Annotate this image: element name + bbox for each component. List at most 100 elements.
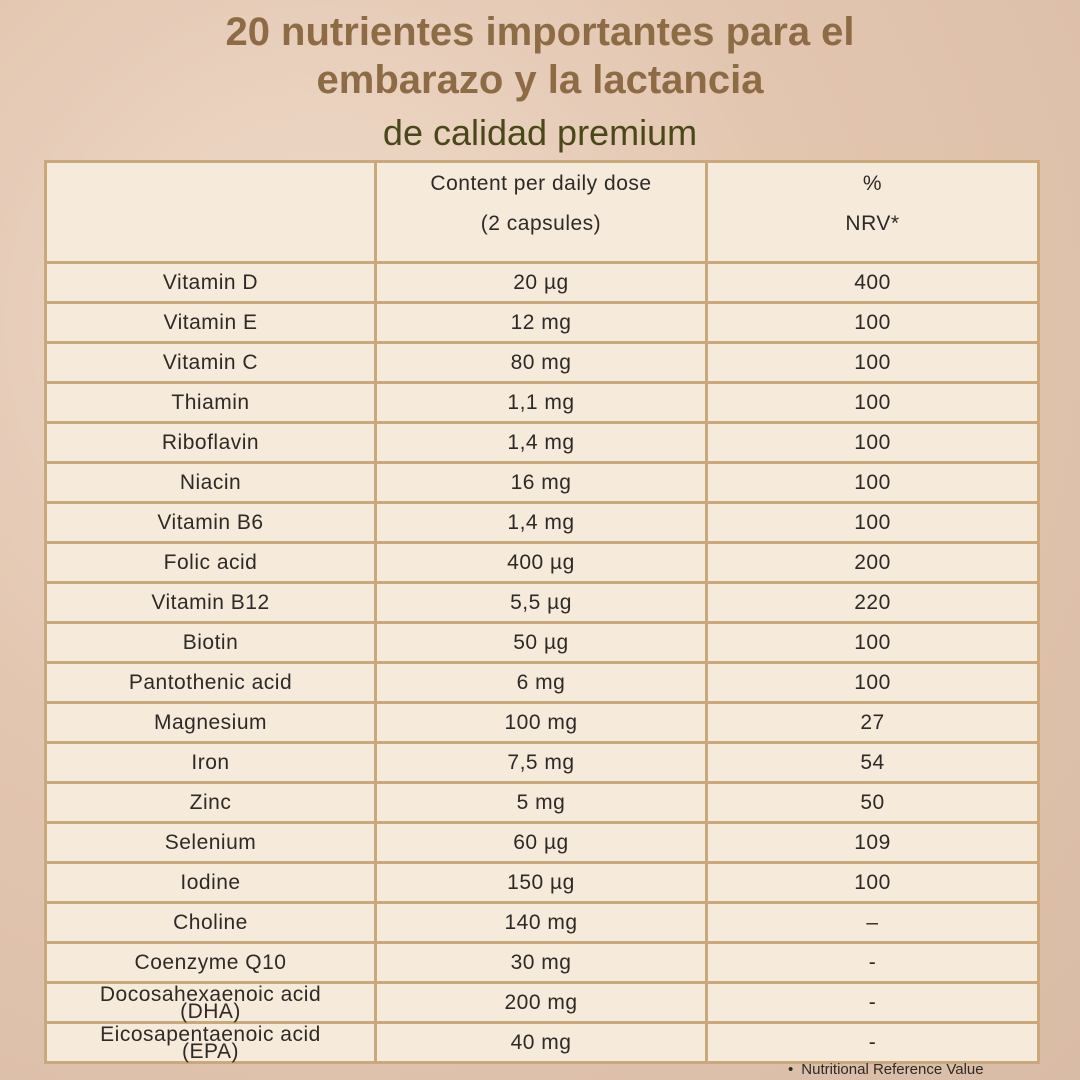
cell-text: Thiamin	[171, 391, 250, 414]
table-cell: 150 µg	[374, 861, 708, 904]
table-cell: 100	[705, 381, 1040, 424]
table-cell: 100 mg	[374, 701, 708, 744]
table-cell: Biotin	[44, 621, 377, 664]
table-row: Biotin 50 µg 100	[44, 621, 1040, 664]
cell-text: Coenzyme Q10	[134, 951, 287, 974]
table-cell: 40 mg	[374, 1021, 708, 1064]
cell-text: Vitamin E	[163, 311, 258, 334]
table-cell: Thiamin	[44, 381, 377, 424]
table-cell: Iodine	[44, 861, 377, 904]
table-cell: Vitamin E	[44, 301, 377, 344]
table-row: Iodine 150 µg 100	[44, 861, 1040, 904]
cell-text: 5,5 µg	[510, 590, 572, 614]
table-cell: 140 mg	[374, 901, 708, 944]
table-cell: Docosahexaenoic acid (DHA)	[44, 981, 377, 1024]
cell-text: 6 mg	[516, 670, 566, 694]
cell-text: 100	[854, 310, 891, 334]
table-cell: 1,4 mg	[374, 501, 708, 544]
cell-text: Docosahexaenoic acid (DHA)	[99, 982, 322, 1023]
table-cell: Selenium	[44, 821, 377, 864]
table-row: Vitamin B12 5,5 µg 220	[44, 581, 1040, 624]
cell-text: 220	[854, 590, 891, 614]
cell-text: -	[868, 950, 877, 974]
table-cell: 5,5 µg	[374, 581, 708, 624]
cell-text: 100	[854, 350, 891, 374]
header-row: Content per daily dose (2 capsules)% NRV*	[44, 160, 1040, 264]
table-cell: 54	[705, 741, 1040, 784]
table-cell: Zinc	[44, 781, 377, 824]
table-cell: Riboflavin	[44, 421, 377, 464]
cell-text: 7,5 mg	[507, 750, 575, 774]
table-cell: Pantothenic acid	[44, 661, 377, 704]
table-row: Pantothenic acid 6 mg 100	[44, 661, 1040, 704]
table-cell: 12 mg	[374, 301, 708, 344]
table-cell: 200	[705, 541, 1040, 584]
table-cell: 7,5 mg	[374, 741, 708, 784]
header-text: %	[862, 172, 883, 195]
cell-text: 50 µg	[513, 630, 569, 654]
cell-text: -	[868, 990, 877, 1014]
cell-text: Riboflavin	[161, 431, 260, 454]
table-row: Iron 7,5 mg 54	[44, 741, 1040, 784]
cell-text: 20 µg	[513, 270, 569, 294]
cell-text: 200 mg	[504, 990, 578, 1014]
cell-text: Vitamin B12	[151, 591, 270, 614]
table-row: Vitamin E 12 mg 100	[44, 301, 1040, 344]
table-cell: 20 µg	[374, 261, 708, 304]
cell-text: 1,1 mg	[507, 390, 575, 414]
cell-text: 400 µg	[507, 550, 575, 574]
table-cell: 200 mg	[374, 981, 708, 1024]
table-row: Vitamin C 80 mg 100	[44, 341, 1040, 384]
table-cell: 100	[705, 501, 1040, 544]
table-cell: 400 µg	[374, 541, 708, 584]
table-cell: 220	[705, 581, 1040, 624]
table-cell: -	[705, 1021, 1040, 1064]
cell-text: Iodine	[180, 871, 241, 894]
cell-text: 1,4 mg	[507, 430, 575, 454]
table-row: Zinc 5 mg 50	[44, 781, 1040, 824]
table-cell: 30 mg	[374, 941, 708, 984]
cell-text: 50	[860, 790, 885, 814]
cell-text: 100	[854, 630, 891, 654]
table-cell: 5 mg	[374, 781, 708, 824]
subtitle: de calidad premium	[382, 112, 698, 153]
nutrient-table: Content per daily dose (2 capsules)% NRV* V…	[44, 160, 1040, 1064]
cell-text: –	[866, 910, 879, 934]
cell-text: 150 µg	[507, 870, 575, 894]
header-text: NRV*	[845, 212, 900, 235]
table-cell: Vitamin C	[44, 341, 377, 384]
table-cell: 100	[705, 621, 1040, 664]
cell-text: 1,4 mg	[507, 510, 575, 534]
table-row: Folic acid 400 µg 200	[44, 541, 1040, 584]
table-cell: 100	[705, 661, 1040, 704]
cell-text: 100	[854, 510, 891, 534]
table-cell: –	[705, 901, 1040, 944]
table-row: Docosahexaenoic acid (DHA) 200 mg -	[44, 981, 1040, 1024]
table-cell: Vitamin B6	[44, 501, 377, 544]
table-row: Choline 140 mg –	[44, 901, 1040, 944]
table-row: Niacin 16 mg 100	[44, 461, 1040, 504]
table-cell: Eicosapentaenoic acid (EPA)	[44, 1021, 377, 1064]
table-cell: Magnesium	[44, 701, 377, 744]
cell-text: 109	[854, 830, 891, 854]
cell-text: 5 mg	[516, 790, 566, 814]
cell-text: 100 mg	[504, 710, 578, 734]
table-cell: -	[705, 981, 1040, 1024]
table-cell: Niacin	[44, 461, 377, 504]
cell-text: 80 mg	[510, 350, 572, 374]
table-row: Vitamin B6 1,4 mg 100	[44, 501, 1040, 544]
footnote: Nutritional Reference Value	[788, 1061, 983, 1078]
cell-text: Pantothenic acid	[128, 671, 293, 694]
cell-text: 12 mg	[510, 310, 572, 334]
header-text: Content per daily dose	[430, 172, 652, 195]
cell-text: Folic acid	[163, 551, 258, 574]
cell-text: 100	[854, 430, 891, 454]
cell-text: Vitamin D	[162, 271, 259, 294]
cell-text: Eicosapentaenoic acid (EPA)	[100, 1022, 321, 1063]
table-cell: 27	[705, 701, 1040, 744]
title-line: embarazo y la lactancia	[316, 58, 764, 102]
header-cell	[44, 160, 377, 264]
table-cell: Vitamin D	[44, 261, 377, 304]
table-cell: 100	[705, 341, 1040, 384]
